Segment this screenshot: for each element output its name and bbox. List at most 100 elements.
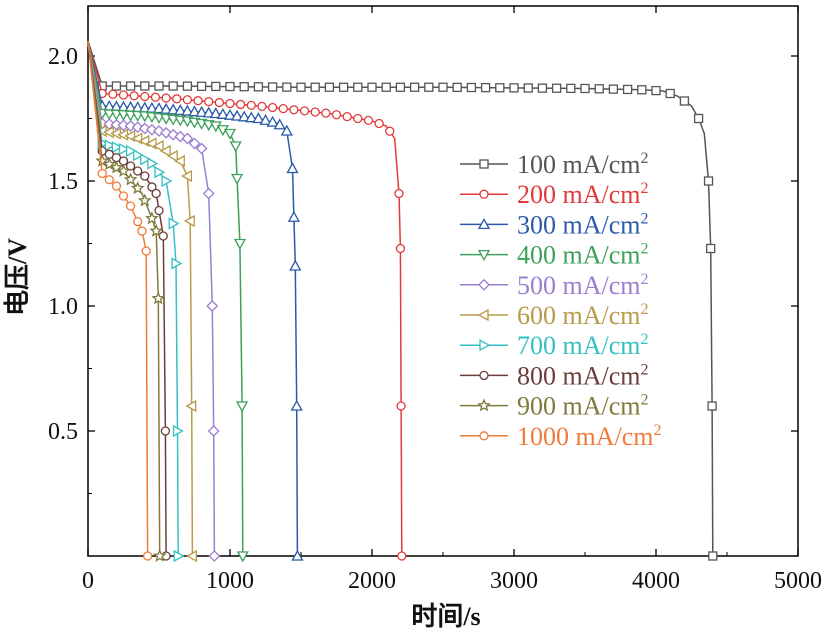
data-point xyxy=(331,110,342,120)
data-point xyxy=(196,81,207,91)
data-point xyxy=(152,548,167,562)
data-point xyxy=(147,157,159,170)
x-tick-label: 5000 xyxy=(774,568,822,594)
data-point xyxy=(206,300,219,312)
data-point xyxy=(537,83,548,93)
legend-item: 1000 mA/cm2 xyxy=(460,422,662,451)
data-point xyxy=(214,97,225,108)
y-tick-label: 1.0 xyxy=(48,294,78,320)
data-point xyxy=(181,169,193,183)
data-point xyxy=(480,82,491,93)
data-point xyxy=(104,139,116,152)
series-6 xyxy=(87,40,198,563)
data-point xyxy=(353,113,363,124)
data-point xyxy=(397,551,407,561)
data-point xyxy=(168,81,178,91)
data-point xyxy=(286,162,299,174)
data-point xyxy=(477,218,491,230)
data-point xyxy=(111,181,122,191)
data-point xyxy=(252,112,265,124)
data-point xyxy=(246,100,256,111)
data-point xyxy=(233,238,247,250)
data-point xyxy=(188,105,201,117)
data-point xyxy=(123,172,138,186)
data-point xyxy=(133,216,143,227)
data-point xyxy=(342,111,352,122)
legend-label: 400 mA/cm2 xyxy=(517,241,649,270)
legend-label: 200 mA/cm2 xyxy=(517,180,649,209)
data-point xyxy=(253,82,264,92)
data-point xyxy=(111,81,122,91)
data-point xyxy=(167,103,180,115)
plot-area xyxy=(87,40,718,563)
data-point xyxy=(223,128,237,140)
y-tick-label: 1.5 xyxy=(48,169,78,195)
data-point xyxy=(188,137,201,150)
legend-label: 800 mA/cm2 xyxy=(517,361,649,390)
legend-label: 500 mA/cm2 xyxy=(517,271,649,300)
data-point xyxy=(245,111,258,123)
data-point xyxy=(147,182,157,192)
data-point xyxy=(363,115,374,126)
data-point xyxy=(310,82,320,92)
data-point xyxy=(207,425,220,437)
data-point xyxy=(236,551,249,563)
data-point xyxy=(186,549,198,563)
data-point xyxy=(409,82,420,92)
data-point xyxy=(195,105,208,117)
legend-label: 100 mA/cm2 xyxy=(517,150,649,179)
data-point xyxy=(181,104,194,116)
data-point xyxy=(394,188,404,199)
y-tick-label: 2.0 xyxy=(48,44,78,70)
data-point xyxy=(651,85,661,96)
data-point xyxy=(183,214,195,228)
legend-item: 600 mA/cm2 xyxy=(460,301,649,330)
data-point xyxy=(141,246,151,256)
data-point xyxy=(133,166,143,176)
data-point xyxy=(299,106,310,116)
data-point xyxy=(477,249,491,261)
data-point xyxy=(477,398,491,412)
data-point xyxy=(118,156,129,166)
data-point xyxy=(171,257,183,270)
data-point xyxy=(230,109,244,121)
data-point xyxy=(452,82,462,93)
data-point xyxy=(679,96,690,106)
data-point xyxy=(161,93,171,103)
data-point xyxy=(195,142,208,155)
legend-label: 700 mA/cm2 xyxy=(517,331,649,360)
data-point xyxy=(438,82,448,92)
legend-label: 300 mA/cm2 xyxy=(517,210,649,239)
data-point xyxy=(477,308,489,322)
data-point xyxy=(230,173,244,185)
series-9 xyxy=(87,40,167,562)
data-point xyxy=(509,83,519,93)
data-point xyxy=(151,188,161,199)
data-point xyxy=(466,82,477,93)
data-point xyxy=(374,118,384,129)
data-point xyxy=(104,175,114,185)
data-point xyxy=(395,82,406,92)
data-point xyxy=(479,189,489,199)
legend-item: 400 mA/cm2 xyxy=(460,241,649,270)
data-point xyxy=(290,399,303,411)
data-point xyxy=(239,82,249,92)
data-point xyxy=(566,83,576,94)
data-point xyxy=(367,82,377,92)
data-point xyxy=(151,291,166,305)
legend-label: 900 mA/cm2 xyxy=(517,392,649,421)
data-point xyxy=(118,143,130,156)
legend-item: 300 mA/cm2 xyxy=(460,210,649,239)
data-point xyxy=(208,550,221,562)
data-point xyxy=(637,85,647,95)
data-point xyxy=(296,82,306,92)
data-point xyxy=(238,110,251,122)
data-point xyxy=(693,113,704,124)
x-tick-label: 0 xyxy=(82,568,94,594)
data-point xyxy=(282,82,292,92)
series-7 xyxy=(87,40,185,563)
data-point xyxy=(118,90,129,100)
data-point xyxy=(703,176,714,186)
data-point xyxy=(182,95,193,105)
